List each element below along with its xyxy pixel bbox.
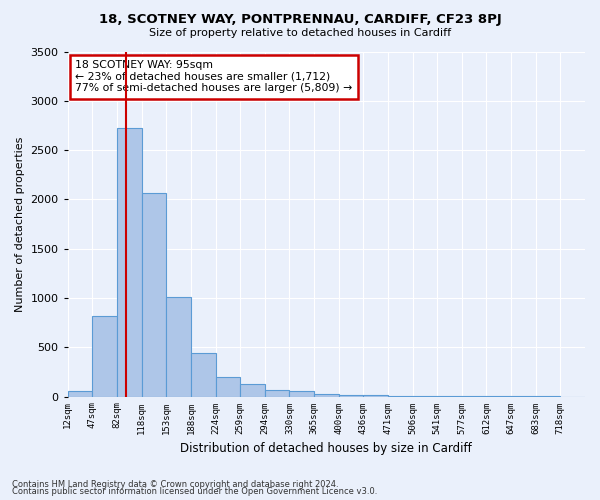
Bar	[338, 394, 364, 396]
Bar	[364, 395, 388, 396]
Bar	[289, 391, 314, 396]
Y-axis label: Number of detached properties: Number of detached properties	[15, 136, 25, 312]
Bar	[191, 353, 215, 397]
Bar	[142, 194, 166, 396]
Text: Contains public sector information licensed under the Open Government Licence v3: Contains public sector information licen…	[12, 487, 377, 496]
Bar	[314, 394, 338, 396]
Text: Size of property relative to detached houses in Cardiff: Size of property relative to detached ho…	[149, 28, 451, 38]
Text: 18, SCOTNEY WAY, PONTPRENNAU, CARDIFF, CF23 8PJ: 18, SCOTNEY WAY, PONTPRENNAU, CARDIFF, C…	[98, 12, 502, 26]
Bar	[117, 128, 142, 396]
Text: 18 SCOTNEY WAY: 95sqm
← 23% of detached houses are smaller (1,712)
77% of semi-d: 18 SCOTNEY WAY: 95sqm ← 23% of detached …	[76, 60, 353, 94]
Bar	[68, 390, 92, 396]
Bar	[215, 377, 240, 396]
Bar	[166, 297, 191, 396]
Bar	[265, 390, 289, 396]
X-axis label: Distribution of detached houses by size in Cardiff: Distribution of detached houses by size …	[181, 442, 472, 455]
Bar	[92, 316, 117, 396]
Bar	[240, 384, 265, 396]
Text: Contains HM Land Registry data © Crown copyright and database right 2024.: Contains HM Land Registry data © Crown c…	[12, 480, 338, 489]
